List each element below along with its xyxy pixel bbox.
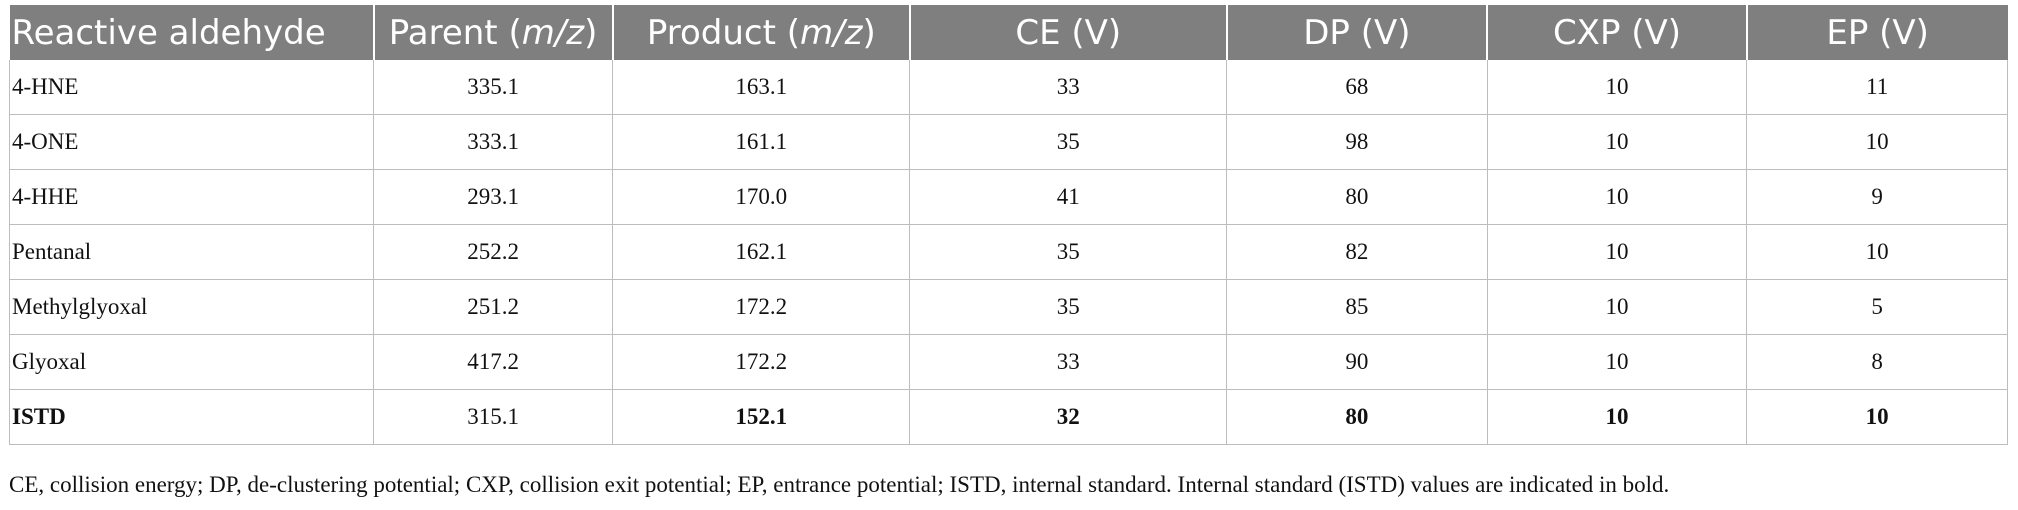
cell-cxp: 10: [1487, 114, 1748, 170]
cell-ep: 5: [1746, 279, 2008, 335]
cell-ce: 41: [909, 169, 1228, 225]
cell-aldehyde: Glyoxal: [8, 334, 375, 390]
cell-ep: 8: [1746, 334, 2008, 390]
cell-ce: 35: [909, 114, 1228, 170]
cell-parent: 315.1: [373, 389, 614, 445]
table-row: Pentanal 252.2 162.1 35 82 10 10: [8, 224, 2008, 280]
cell-dp: 80: [1226, 169, 1488, 225]
cell-parent: 333.1: [373, 114, 614, 170]
cell-ce: 35: [909, 279, 1228, 335]
cell-product: 172.2: [612, 334, 911, 390]
cell-ep: 10: [1746, 224, 2008, 280]
cell-cxp: 10: [1487, 169, 1748, 225]
cell-product: 161.1: [612, 114, 911, 170]
cell-dp: 68: [1226, 60, 1488, 115]
cell-dp: 90: [1226, 334, 1488, 390]
cell-aldehyde: Pentanal: [8, 224, 375, 280]
cell-ep: 9: [1746, 169, 2008, 225]
column-header-reactive-aldehyde: Reactive aldehyde: [9, 5, 375, 60]
column-header-ce: CE (V): [909, 5, 1228, 60]
cell-dp: 98: [1226, 114, 1488, 170]
table-row: 4-HNE 335.1 163.1 33 68 10 11: [8, 60, 2008, 115]
cell-product: 162.1: [612, 224, 911, 280]
table-row: Methylglyoxal 251.2 172.2 35 85 10 5: [8, 279, 2008, 335]
column-header-product: Product (m/z): [612, 5, 911, 60]
table-row: 4-ONE 333.1 161.1 35 98 10 10: [8, 114, 2008, 170]
cell-parent: 293.1: [373, 169, 614, 225]
data-table: Reactive aldehyde Parent (m/z) Product (…: [8, 5, 2008, 445]
cell-aldehyde: 4-ONE: [8, 114, 375, 170]
table-footnote: CE, collision energy; DP, de-clustering …: [9, 472, 1670, 497]
cell-parent: 252.2: [373, 224, 614, 280]
table-row: Glyoxal 417.2 172.2 33 90 10 8: [8, 334, 2008, 390]
cell-ce: 35: [909, 224, 1228, 280]
cell-cxp: 10: [1487, 60, 1748, 115]
cell-parent: 251.2: [373, 279, 614, 335]
cell-ep: 10: [1746, 114, 2008, 170]
cell-ep: 11: [1746, 60, 2008, 115]
data-table-container: Reactive aldehyde Parent (m/z) Product (…: [8, 5, 2008, 445]
cell-ce: 33: [909, 334, 1228, 390]
table-row: 4-HHE 293.1 170.0 41 80 10 9: [8, 169, 2008, 225]
cell-ce: 32: [909, 389, 1228, 445]
cell-product: 163.1: [612, 60, 911, 115]
cell-product: 152.1: [612, 389, 911, 445]
table-row-istd: ISTD 315.1 152.1 32 80 10 10: [8, 389, 2008, 445]
cell-cxp: 10: [1487, 224, 1748, 280]
cell-cxp: 10: [1487, 389, 1748, 445]
cell-parent: 335.1: [373, 60, 614, 115]
cell-parent: 417.2: [373, 334, 614, 390]
column-header-cxp: CXP (V): [1487, 5, 1748, 60]
column-header-parent: Parent (m/z): [373, 5, 614, 60]
cell-aldehyde: ISTD: [8, 389, 375, 445]
cell-dp: 82: [1226, 224, 1488, 280]
column-header-dp: DP (V): [1226, 5, 1489, 60]
cell-ce: 33: [909, 60, 1228, 115]
cell-product: 170.0: [612, 169, 911, 225]
cell-aldehyde: Methylglyoxal: [8, 279, 375, 335]
cell-aldehyde: 4-HNE: [8, 60, 375, 115]
cell-product: 172.2: [612, 279, 911, 335]
cell-cxp: 10: [1487, 334, 1748, 390]
cell-dp: 85: [1226, 279, 1488, 335]
cell-ep: 10: [1746, 389, 2008, 445]
column-header-ep: EP (V): [1746, 5, 2008, 60]
table-header-row: Reactive aldehyde Parent (m/z) Product (…: [9, 5, 2008, 60]
cell-cxp: 10: [1487, 279, 1748, 335]
cell-dp: 80: [1226, 389, 1488, 445]
cell-aldehyde: 4-HHE: [8, 169, 375, 225]
